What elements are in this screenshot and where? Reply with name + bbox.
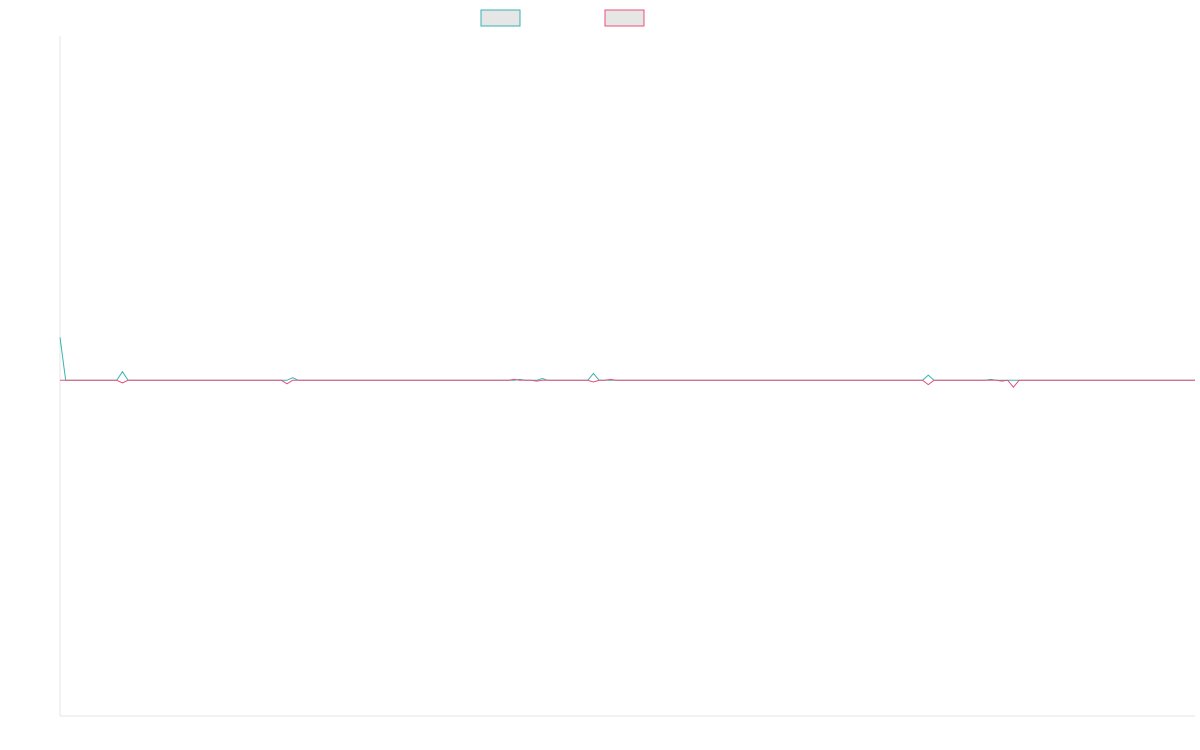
axes — [59, 36, 1195, 717]
series-layer — [59, 337, 1195, 388]
series-1-line — [59, 337, 1195, 381]
series-2-line — [60, 378, 1195, 388]
legend-item-series-2[interactable] — [604, 9, 645, 27]
legend-item-series-1[interactable] — [480, 9, 521, 27]
legend — [480, 9, 645, 27]
